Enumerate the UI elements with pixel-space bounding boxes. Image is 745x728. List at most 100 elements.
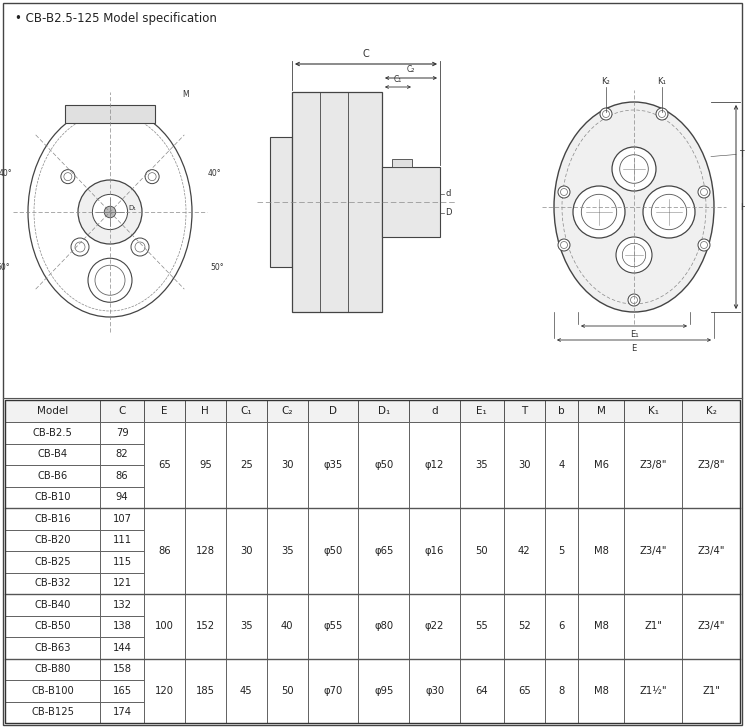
Text: 115: 115: [112, 557, 132, 567]
Text: C₁: C₁: [394, 75, 402, 84]
Text: CB-B40: CB-B40: [34, 600, 71, 610]
Bar: [5, 702, 101, 723]
Text: D₁: D₁: [128, 205, 136, 211]
Text: H: H: [740, 202, 745, 212]
Bar: [101, 680, 144, 702]
Bar: [578, 594, 624, 659]
Bar: [144, 508, 185, 594]
Circle shape: [71, 238, 89, 256]
Bar: [267, 400, 308, 422]
Bar: [545, 594, 578, 659]
Text: d: d: [431, 406, 438, 416]
Text: 174: 174: [112, 707, 132, 717]
Bar: [101, 529, 144, 551]
Bar: [308, 508, 358, 594]
Bar: [101, 422, 144, 443]
Bar: [65, 105, 155, 123]
Text: 86: 86: [158, 546, 171, 556]
Text: D: D: [445, 208, 451, 217]
Bar: [308, 659, 358, 723]
Text: 107: 107: [112, 514, 132, 523]
Bar: [358, 400, 409, 422]
Bar: [226, 508, 267, 594]
Bar: [578, 659, 624, 723]
Bar: [101, 637, 144, 659]
Text: D: D: [329, 406, 337, 416]
Bar: [5, 422, 101, 443]
Text: M6: M6: [594, 460, 609, 470]
Circle shape: [131, 238, 149, 256]
Text: 165: 165: [112, 686, 132, 696]
Text: Z3/4": Z3/4": [697, 546, 725, 556]
Text: M8: M8: [594, 621, 609, 631]
Circle shape: [612, 147, 656, 191]
Bar: [308, 594, 358, 659]
Text: 30: 30: [281, 460, 294, 470]
Bar: [101, 659, 144, 680]
Text: Z3/4": Z3/4": [697, 621, 725, 631]
Text: Model: Model: [37, 406, 69, 416]
Bar: [144, 659, 185, 723]
Bar: [624, 422, 682, 508]
Text: 40°: 40°: [208, 170, 221, 178]
Text: Z3/8": Z3/8": [697, 460, 725, 470]
Text: Z1": Z1": [644, 621, 662, 631]
Text: φ50: φ50: [323, 546, 343, 556]
Bar: [270, 137, 292, 267]
Bar: [545, 422, 578, 508]
Text: E: E: [631, 344, 637, 353]
Text: 50: 50: [281, 686, 294, 696]
Text: 30: 30: [240, 546, 253, 556]
Circle shape: [573, 186, 625, 238]
Text: φ55: φ55: [323, 621, 343, 631]
Circle shape: [698, 239, 710, 251]
Text: M8: M8: [594, 546, 609, 556]
Bar: [101, 615, 144, 637]
Bar: [578, 422, 624, 508]
Text: 52: 52: [518, 621, 530, 631]
Text: K₂: K₂: [602, 77, 610, 86]
Text: CB-B25: CB-B25: [34, 557, 71, 567]
Text: 95: 95: [199, 460, 212, 470]
Text: 79: 79: [115, 428, 128, 438]
Bar: [504, 400, 545, 422]
Text: 82: 82: [115, 449, 128, 459]
Bar: [545, 508, 578, 594]
Bar: [409, 594, 460, 659]
Bar: [226, 422, 267, 508]
Text: 144: 144: [112, 643, 132, 653]
Text: CB-B10: CB-B10: [34, 492, 71, 502]
Text: φ22: φ22: [425, 621, 444, 631]
Text: 45: 45: [240, 686, 253, 696]
Circle shape: [628, 294, 640, 306]
Bar: [101, 400, 144, 422]
Bar: [545, 659, 578, 723]
Text: φ12: φ12: [425, 460, 444, 470]
Bar: [267, 508, 308, 594]
Text: E₁: E₁: [477, 406, 487, 416]
Bar: [409, 659, 460, 723]
Bar: [504, 659, 545, 723]
Circle shape: [145, 170, 159, 183]
Text: CB-B63: CB-B63: [34, 643, 71, 653]
Text: C₂: C₂: [282, 406, 293, 416]
Text: CB-B20: CB-B20: [34, 535, 71, 545]
Bar: [144, 594, 185, 659]
Circle shape: [92, 194, 127, 229]
Bar: [185, 659, 226, 723]
Bar: [5, 615, 101, 637]
Text: CB-B6: CB-B6: [37, 471, 68, 480]
Bar: [5, 594, 101, 615]
Bar: [358, 594, 409, 659]
Text: M8: M8: [594, 686, 609, 696]
Bar: [545, 400, 578, 422]
Circle shape: [616, 237, 652, 273]
Text: • CB-B2.5-125 Model specification: • CB-B2.5-125 Model specification: [15, 12, 217, 25]
Bar: [409, 400, 460, 422]
Bar: [624, 659, 682, 723]
Text: φ80: φ80: [374, 621, 393, 631]
Text: CB-B80: CB-B80: [34, 664, 71, 674]
Bar: [382, 167, 440, 237]
Text: K₁: K₁: [647, 406, 659, 416]
Bar: [504, 422, 545, 508]
